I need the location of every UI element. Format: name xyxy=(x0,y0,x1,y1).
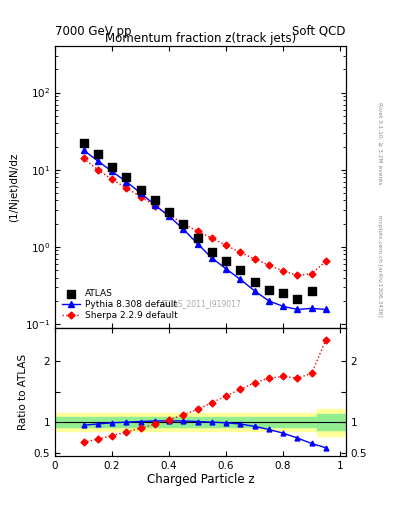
Sherpa 2.2.9 default xyxy=(309,271,314,277)
ATLAS xyxy=(237,266,244,274)
Pythia 8.308 default xyxy=(209,255,214,261)
Sherpa 2.2.9 default xyxy=(266,262,271,268)
Sherpa 2.2.9 default xyxy=(138,194,143,200)
Pythia 8.308 default xyxy=(266,298,271,304)
ATLAS xyxy=(81,139,87,147)
Pythia 8.308 default xyxy=(95,158,100,164)
Text: Soft QCD: Soft QCD xyxy=(292,25,346,38)
Text: Rivet 3.1.10, ≥ 3.2M events: Rivet 3.1.10, ≥ 3.2M events xyxy=(377,102,382,185)
Sherpa 2.2.9 default xyxy=(238,249,243,255)
Pythia 8.308 default xyxy=(81,147,86,153)
Text: 7000 GeV pp: 7000 GeV pp xyxy=(55,25,132,38)
ATLAS xyxy=(180,220,186,228)
ATLAS xyxy=(166,208,172,217)
Text: mcplots.cern.ch [arXiv:1306.3436]: mcplots.cern.ch [arXiv:1306.3436] xyxy=(377,216,382,317)
Sherpa 2.2.9 default xyxy=(323,259,328,265)
Pythia 8.308 default xyxy=(224,266,228,272)
Pythia 8.308 default xyxy=(152,202,157,208)
Y-axis label: (1/Njet)dN/dz: (1/Njet)dN/dz xyxy=(9,152,19,222)
ATLAS xyxy=(109,162,115,170)
Sherpa 2.2.9 default xyxy=(124,185,129,191)
Sherpa 2.2.9 default xyxy=(110,176,114,182)
Pythia 8.308 default xyxy=(238,276,243,283)
Pythia 8.308 default xyxy=(281,303,285,309)
Line: Pythia 8.308 default: Pythia 8.308 default xyxy=(81,147,329,312)
ATLAS xyxy=(123,173,129,181)
Pythia 8.308 default xyxy=(167,213,171,219)
Pythia 8.308 default xyxy=(110,168,114,175)
Pythia 8.308 default xyxy=(124,179,129,185)
Sherpa 2.2.9 default xyxy=(295,272,300,279)
ATLAS xyxy=(223,258,229,266)
Sherpa 2.2.9 default xyxy=(81,156,86,162)
Pythia 8.308 default xyxy=(181,226,185,232)
ATLAS xyxy=(252,278,258,286)
Sherpa 2.2.9 default xyxy=(252,256,257,262)
Sherpa 2.2.9 default xyxy=(195,228,200,234)
ATLAS xyxy=(209,248,215,257)
Sherpa 2.2.9 default xyxy=(152,203,157,209)
Sherpa 2.2.9 default xyxy=(167,212,171,218)
Sherpa 2.2.9 default xyxy=(224,242,228,248)
ATLAS xyxy=(309,287,315,295)
Legend: ATLAS, Pythia 8.308 default, Sherpa 2.2.9 default: ATLAS, Pythia 8.308 default, Sherpa 2.2.… xyxy=(59,286,180,323)
Pythia 8.308 default xyxy=(138,190,143,196)
Line: Sherpa 2.2.9 default: Sherpa 2.2.9 default xyxy=(81,156,328,278)
ATLAS xyxy=(95,150,101,158)
Title: Momentum fraction z(track jets): Momentum fraction z(track jets) xyxy=(105,32,296,45)
ATLAS xyxy=(294,295,301,304)
Text: ATLAS_2011_I919017: ATLAS_2011_I919017 xyxy=(160,299,241,308)
Sherpa 2.2.9 default xyxy=(209,235,214,241)
ATLAS xyxy=(266,286,272,294)
Y-axis label: Ratio to ATLAS: Ratio to ATLAS xyxy=(18,354,28,430)
Sherpa 2.2.9 default xyxy=(95,167,100,173)
X-axis label: Charged Particle z: Charged Particle z xyxy=(147,473,254,486)
Sherpa 2.2.9 default xyxy=(281,268,285,274)
Pythia 8.308 default xyxy=(309,305,314,311)
Pythia 8.308 default xyxy=(252,288,257,294)
Pythia 8.308 default xyxy=(195,241,200,247)
Pythia 8.308 default xyxy=(295,306,300,312)
ATLAS xyxy=(138,186,144,194)
ATLAS xyxy=(195,234,201,242)
Pythia 8.308 default xyxy=(323,306,328,312)
ATLAS xyxy=(280,289,286,297)
ATLAS xyxy=(152,197,158,205)
Sherpa 2.2.9 default xyxy=(181,221,185,227)
